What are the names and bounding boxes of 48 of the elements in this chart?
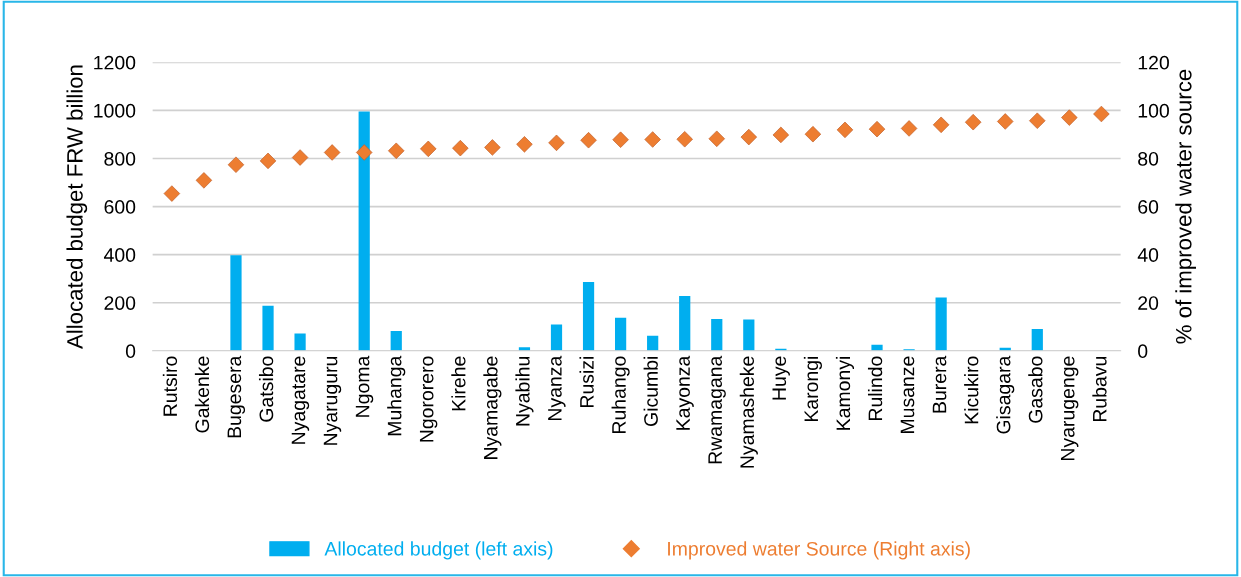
- x-tick-label: Bugesera: [227, 355, 246, 438]
- y2-axis-title: % of improved water source: [1175, 69, 1196, 344]
- x-tick-label: Gatsibo: [258, 356, 274, 422]
- x-tick-label: Burera: [932, 355, 947, 413]
- x-tick-label: Muhanga: [387, 355, 406, 436]
- x-tick-label: Kamonyi: [835, 356, 855, 430]
- x-tick-label: Kicukiro: [964, 356, 979, 424]
- x-tick-label: Rwamagana: [708, 355, 726, 464]
- y2-tick-label: 60: [1138, 200, 1159, 214]
- x-tick-label: Nyarugenge: [1060, 356, 1079, 461]
- x-tick-label: Karongi: [803, 356, 822, 422]
- y-tick-label: 200: [104, 296, 136, 310]
- y2-tick-label: 100: [1138, 103, 1169, 118]
- x-tick-label: Nyamagabe: [483, 356, 502, 459]
- x-tick-label: Ngororero: [419, 356, 438, 442]
- x-tick-label: Gicumbi: [643, 356, 658, 427]
- y-tick-label: 0: [125, 344, 136, 359]
- x-tick-label: Nyaruguru: [323, 356, 342, 445]
- y2-tick-label: 40: [1137, 248, 1159, 262]
- x-tick-label: Nyagatare: [291, 356, 310, 444]
- x-tick-label: Nyanza: [548, 355, 566, 421]
- x-tick-label: Nyamasheke: [739, 356, 758, 468]
- y-tick-label: 1200: [94, 55, 136, 70]
- legend-label: Allocated budget (left axis): [324, 541, 553, 560]
- y2-tick-label: 0: [1138, 344, 1148, 359]
- x-tick-label: Gakenke: [194, 356, 210, 433]
- x-tick-label: Kirehe: [451, 356, 466, 411]
- x-tick-label: Gasabo: [1028, 356, 1043, 423]
- y-tick-label: 1000: [94, 103, 136, 118]
- x-tick-label: Kayonza: [676, 355, 694, 430]
- x-tick-label: Rulindo: [867, 356, 883, 421]
- y2-tick-label: 80: [1138, 151, 1159, 166]
- y-tick-label: 400: [103, 248, 136, 262]
- x-tick-label: Rubavu: [1092, 356, 1107, 422]
- y2-tick-label: 120: [1138, 55, 1169, 70]
- x-tick-label: Huye: [772, 356, 790, 400]
- y-tick-label: 800: [104, 151, 136, 166]
- x-tick-label: Nyabihu: [515, 356, 534, 426]
- y-tick-label: 600: [104, 200, 136, 214]
- x-tick-label: Ngoma: [355, 355, 374, 417]
- x-tick-label: Rutsiro: [162, 356, 178, 416]
- x-tick-label: Ruhango: [611, 356, 630, 433]
- y-axis-title: Allocated budget FRW billion: [66, 65, 88, 349]
- x-tick-label: Gisagara: [996, 355, 1015, 434]
- legend-label: Improved water Source (Right axis): [668, 541, 970, 560]
- x-tick-label: Rusizi: [579, 356, 594, 408]
- y2-tick-label: 20: [1138, 296, 1159, 310]
- x-tick-label: Musanze: [900, 356, 915, 433]
